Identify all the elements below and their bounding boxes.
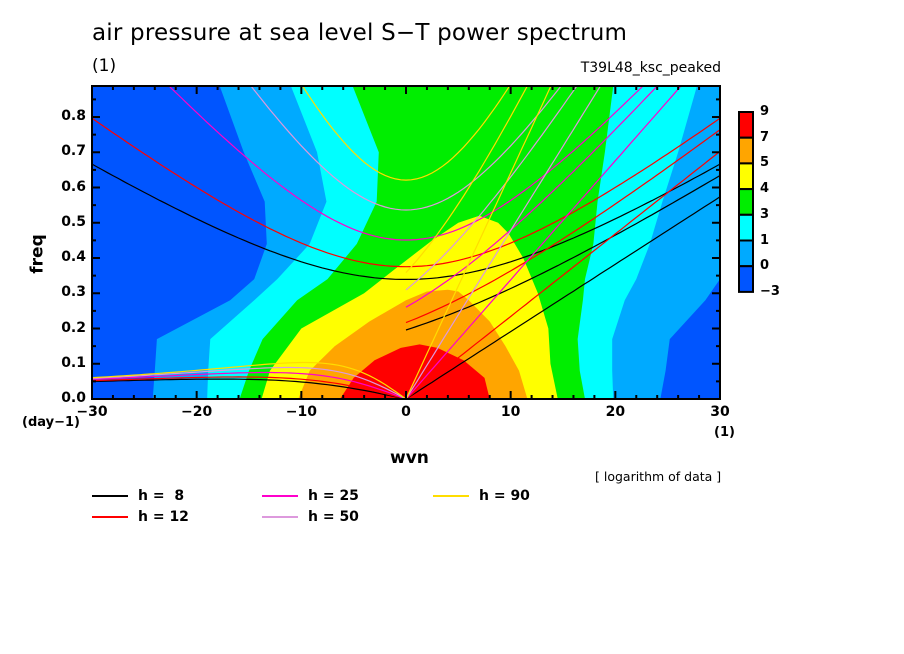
plot-frame — [91, 85, 721, 400]
legend-label: h = 90 — [479, 488, 530, 504]
dispersion-curve-inertio-gravity-h50 — [250, 86, 562, 211]
chart-title: air pressure at sea level S−T power spec… — [92, 20, 628, 46]
y-axis-label: freq — [27, 234, 48, 274]
colorbar-label: 9 — [760, 104, 770, 119]
legend-label: h = 12 — [138, 509, 189, 525]
y-tick-label: 0.1 — [61, 354, 86, 371]
x-tick-label: −30 — [76, 404, 108, 420]
x-tick-label: 30 — [710, 404, 730, 420]
legend-label: h = 25 — [308, 488, 359, 504]
run-name: T39L48_ksc_peaked — [580, 60, 721, 76]
colorbar-label: 4 — [760, 181, 770, 197]
colorbar-segment — [738, 111, 754, 139]
log-note: [ logarithm of data ] — [595, 469, 722, 484]
dispersion-curve-mrg-h8 — [405, 174, 720, 331]
legend-item: h = 50 — [262, 509, 359, 525]
x-tick-label: −20 — [181, 404, 213, 420]
y-axis-units: (day−1) — [22, 415, 80, 430]
colorbar-segment — [738, 213, 754, 242]
chart-units: (1) — [92, 56, 117, 76]
colorbar-label: 5 — [760, 155, 770, 171]
legend-swatch — [433, 495, 469, 497]
x-tick-label: −10 — [285, 404, 317, 420]
dispersion-curve-mrg-h50 — [405, 86, 578, 291]
dispersion-curve-rossby-h90 — [92, 361, 407, 399]
dispersion-curve-mrg-h90 — [405, 86, 528, 274]
colorbar-label: 3 — [760, 206, 770, 222]
dispersion-curve-kelvin-h90 — [405, 86, 552, 399]
y-tick-label: 0.6 — [61, 178, 86, 195]
legend-item: h = 25 — [262, 488, 359, 504]
colorbar-label: 1 — [760, 232, 770, 248]
dispersion-curve-kelvin-h8 — [405, 196, 720, 399]
y-tick-label: 0.7 — [61, 143, 86, 160]
legend-item: h = 90 — [433, 488, 530, 504]
legend-label: h = 8 — [138, 488, 185, 504]
colorbar-label: −3 — [760, 283, 780, 299]
colorbar-segment — [738, 239, 754, 268]
dispersion-curve-inertio-gravity-h8 — [92, 163, 720, 280]
dispersion-curve-kelvin-h50 — [405, 86, 602, 399]
y-tick-label: 0.5 — [61, 213, 86, 230]
colorbar-segment — [738, 188, 754, 216]
dispersion-curve-rossby-h50 — [92, 366, 407, 399]
colorbar-segment — [738, 136, 754, 165]
dispersion-curve-inertio-gravity-h25 — [168, 86, 644, 241]
legend-item: h = 12 — [92, 509, 189, 525]
dispersion-curve-inertio-gravity-h90 — [301, 86, 511, 181]
y-tick-label: 0.2 — [61, 319, 86, 336]
legend-swatch — [262, 495, 298, 497]
x-tick-label: 10 — [500, 404, 521, 420]
legend-swatch — [262, 516, 298, 518]
legend-label: h = 50 — [308, 509, 359, 525]
legend-item: h = 8 — [92, 488, 184, 504]
colorbar-label: 0 — [760, 258, 770, 274]
y-tick-label: 0.4 — [61, 249, 86, 265]
x-axis-units: (1) — [714, 425, 735, 440]
contour-fill-level-6 — [340, 344, 490, 399]
colorbar-label: 7 — [760, 129, 770, 145]
dispersion-curve-rossby-h12 — [92, 376, 407, 399]
legend-swatch — [92, 516, 128, 518]
dispersion-curve-kelvin-h25 — [405, 86, 682, 399]
y-tick-label: 0.0 — [61, 390, 86, 406]
dispersion-curve-rossby-h25 — [92, 371, 407, 399]
dispersion-curve-rossby-h8 — [92, 378, 407, 399]
colorbar-segment — [738, 265, 754, 293]
dispersion-curve-kelvin-h12 — [405, 150, 720, 399]
legend-swatch — [92, 495, 128, 497]
dispersion-curve-mrg-h25 — [405, 86, 659, 308]
x-tick-label: 0 — [401, 404, 411, 420]
y-tick-label: 0.8 — [61, 108, 86, 125]
dispersion-curve-mrg-h12 — [405, 129, 720, 324]
dispersion-curve-inertio-gravity-h12 — [92, 117, 720, 268]
x-axis-label: wvn — [390, 448, 429, 468]
colorbar-segment — [738, 162, 754, 191]
y-tick-label: 0.3 — [61, 284, 86, 301]
x-tick-label: 20 — [605, 404, 626, 420]
